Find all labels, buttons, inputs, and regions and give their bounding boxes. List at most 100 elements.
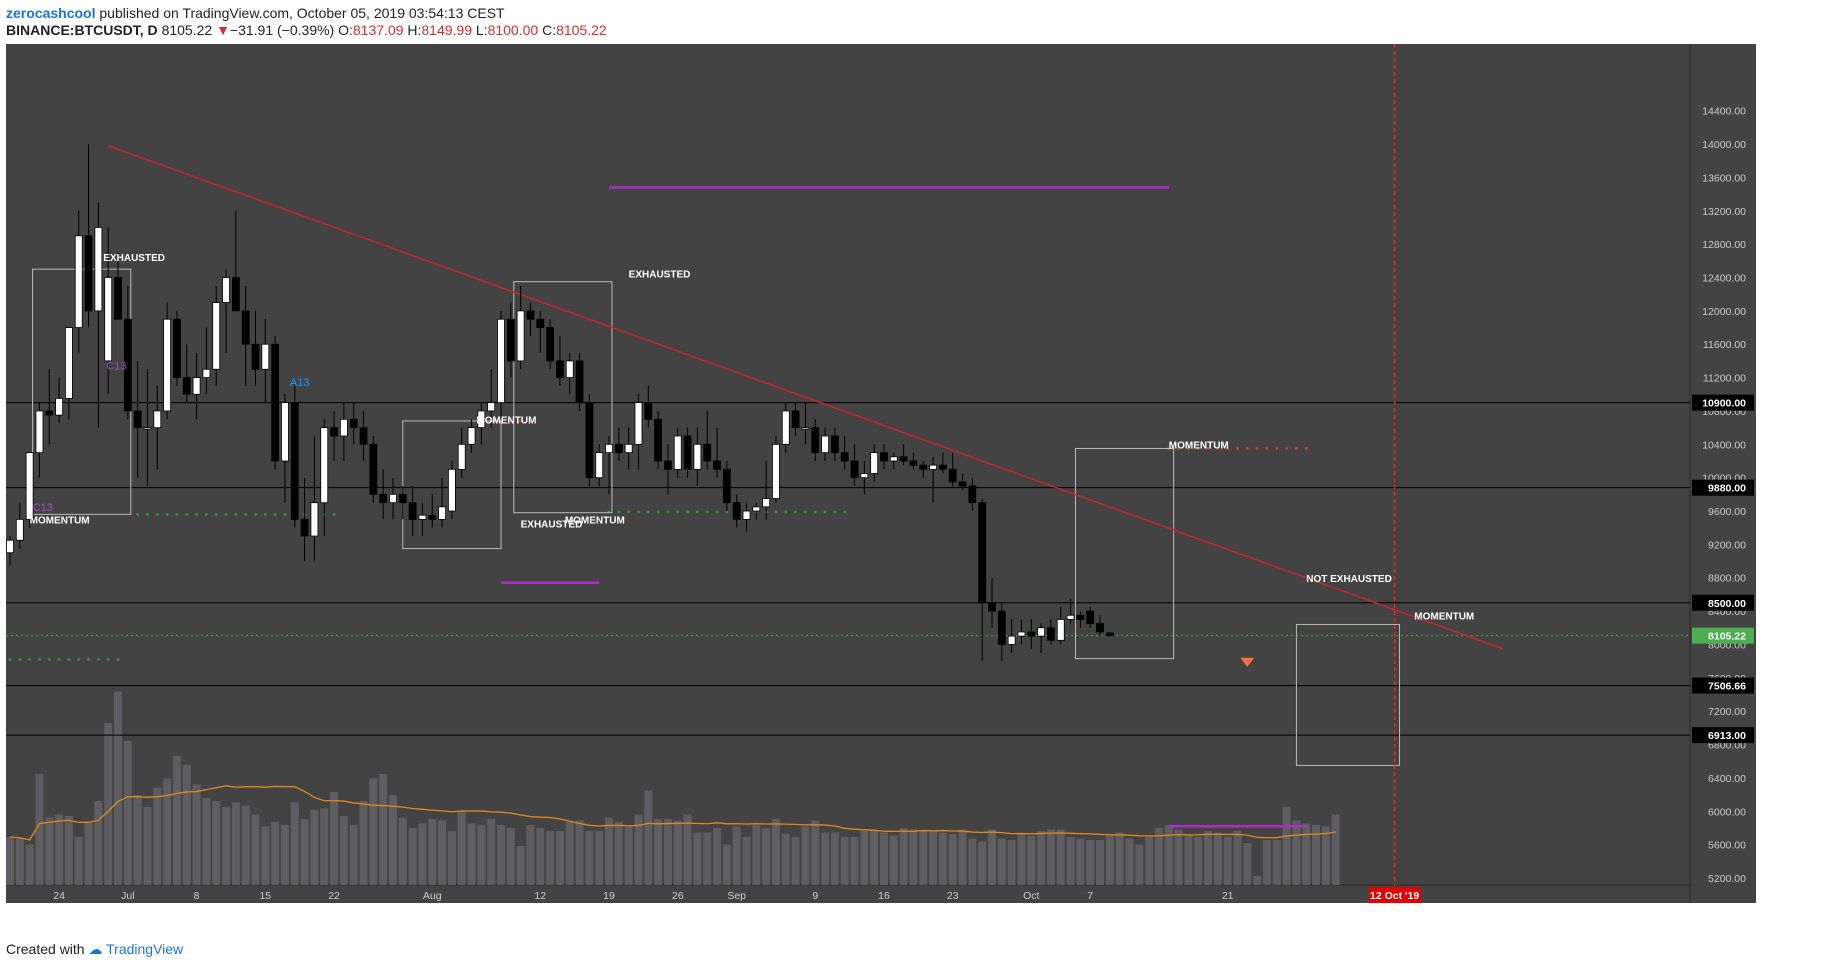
candle-body[interactable] [693, 443, 702, 470]
candle-body[interactable] [84, 235, 93, 312]
candle-body[interactable] [732, 502, 741, 520]
candle-body[interactable] [988, 602, 996, 612]
candle-body[interactable] [1086, 610, 1095, 625]
plot-area[interactable] [6, 44, 1756, 903]
candle-body[interactable] [978, 502, 987, 604]
candle-body[interactable] [516, 310, 525, 362]
candle-body[interactable] [536, 318, 545, 328]
candle-body[interactable] [811, 427, 820, 454]
candle-body[interactable] [526, 310, 535, 320]
candle-body[interactable] [939, 464, 947, 470]
candle-body[interactable] [929, 464, 937, 470]
downtrend-line[interactable] [107, 145, 1503, 650]
candle-body[interactable] [1096, 623, 1104, 633]
candle-body[interactable] [1017, 631, 1026, 637]
candle-body[interactable] [664, 460, 672, 470]
candle-body[interactable] [487, 402, 496, 412]
candle-body[interactable] [359, 427, 368, 445]
candle-body[interactable] [850, 460, 859, 479]
candle-body[interactable] [320, 427, 329, 504]
candle-body[interactable] [919, 464, 928, 470]
author-name[interactable]: zerocashcool [6, 5, 96, 21]
candle-body[interactable] [1027, 631, 1036, 637]
candle-body[interactable] [644, 402, 653, 420]
candle-body[interactable] [339, 418, 348, 437]
candle-body[interactable] [614, 443, 623, 454]
candle-body[interactable] [114, 277, 122, 320]
candle-body[interactable] [722, 468, 731, 504]
candle-body[interactable] [909, 460, 918, 466]
candle-body[interactable] [281, 402, 289, 462]
candle-body[interactable] [222, 277, 230, 303]
candle-body[interactable] [408, 502, 417, 520]
candle-body[interactable] [290, 402, 299, 520]
candle-body[interactable] [261, 343, 270, 370]
candle-body[interactable] [1056, 619, 1065, 641]
candle-body[interactable] [25, 452, 34, 520]
candle-body[interactable] [830, 435, 839, 454]
candle-body[interactable] [673, 435, 682, 470]
candle-body[interactable] [742, 510, 751, 520]
candle-body[interactable] [173, 318, 181, 378]
candle-body[interactable] [821, 435, 829, 454]
candle-body[interactable] [1037, 627, 1045, 637]
candle-body[interactable] [212, 302, 221, 370]
candle-body[interactable] [182, 377, 191, 395]
candle-body[interactable] [840, 452, 849, 462]
candle-body[interactable] [634, 402, 643, 445]
candle-body[interactable] [497, 318, 505, 404]
candle-body[interactable] [310, 502, 319, 537]
candle-body[interactable] [15, 518, 24, 541]
candle-body[interactable] [447, 468, 456, 512]
candle-body[interactable] [683, 435, 692, 470]
candle-body[interactable] [330, 427, 338, 437]
candle-body[interactable] [104, 277, 113, 362]
candle-body[interactable] [1105, 632, 1114, 637]
candle-body[interactable] [192, 377, 201, 395]
candle-body[interactable] [1076, 614, 1085, 620]
candle-body[interactable] [241, 310, 250, 345]
candle-body[interactable] [202, 368, 211, 378]
candle-body[interactable] [703, 443, 712, 462]
candle-body[interactable] [595, 452, 604, 479]
candle-body[interactable] [379, 493, 388, 504]
candle-body[interactable] [506, 318, 515, 362]
candle-body[interactable] [163, 318, 172, 412]
candle-body[interactable] [772, 443, 780, 499]
candle-body[interactable] [781, 410, 790, 445]
candle-body[interactable] [605, 443, 613, 454]
candle-body[interactable] [467, 427, 476, 445]
candle-body[interactable] [438, 506, 446, 520]
candle-body[interactable] [958, 481, 967, 487]
candle-body[interactable] [123, 318, 132, 412]
candle-body[interactable] [74, 235, 83, 328]
candle-body[interactable] [997, 610, 1006, 645]
candle-body[interactable] [546, 327, 554, 362]
candle-body[interactable] [35, 410, 44, 454]
candle-body[interactable] [65, 327, 73, 399]
candle-body[interactable] [349, 418, 358, 429]
candle-body[interactable] [1007, 635, 1016, 645]
candle-body[interactable] [94, 227, 103, 312]
candle-body[interactable] [477, 410, 486, 429]
candle-body[interactable] [889, 456, 898, 462]
candle-body[interactable] [251, 343, 260, 370]
candle-body[interactable] [791, 410, 800, 429]
candle-body[interactable] [271, 343, 280, 462]
candle-body[interactable] [654, 418, 663, 462]
candle-body[interactable] [418, 514, 427, 520]
candle-body[interactable] [556, 360, 564, 378]
candle-body[interactable] [860, 473, 869, 479]
candle-body[interactable] [6, 539, 14, 554]
candle-body[interactable] [948, 468, 957, 483]
candle-body[interactable] [801, 427, 810, 430]
candle-body[interactable] [1066, 614, 1075, 620]
candle-body[interactable] [45, 410, 54, 416]
candle-body[interactable] [899, 456, 908, 462]
candle-body[interactable] [428, 514, 437, 520]
candle-body[interactable] [143, 427, 152, 430]
candle-body[interactable] [369, 443, 378, 495]
candle-body[interactable] [398, 493, 407, 504]
candle-body[interactable] [624, 443, 633, 454]
